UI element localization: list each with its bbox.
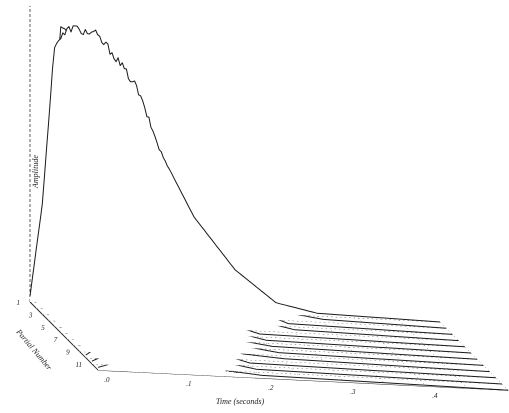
series-fill [30,25,440,323]
z-tick-labels: 135 79 11 [17,299,83,369]
z-tick-label: 9 [66,349,70,357]
series-fill [79,309,490,372]
x-tick-label: .4 [432,392,438,400]
grid-line-time [439,321,509,391]
z-tick-label: 1 [17,299,21,307]
x-tick-label: .3 [350,388,356,396]
z-axis-label: Partial Number [14,327,55,373]
z-tick-label: 7 [54,336,58,344]
x-tick-labels: .0.1.2.3.4.5 [104,376,438,400]
y-axis-label: Amplitude [31,155,40,189]
z-tick-label: 11 [76,361,82,369]
series-fill [73,290,484,366]
partial-axis [29,301,99,371]
x-tick-label: .2 [268,384,274,392]
series-layer [29,25,509,391]
x-tick-label: .0 [104,376,110,384]
x-tick-label: .1 [186,380,191,388]
z-tick-label: 5 [41,324,45,332]
z-tick-label: 3 [28,311,33,319]
series-line [29,25,441,323]
x-axis-label: Time (seconds) [216,397,265,406]
